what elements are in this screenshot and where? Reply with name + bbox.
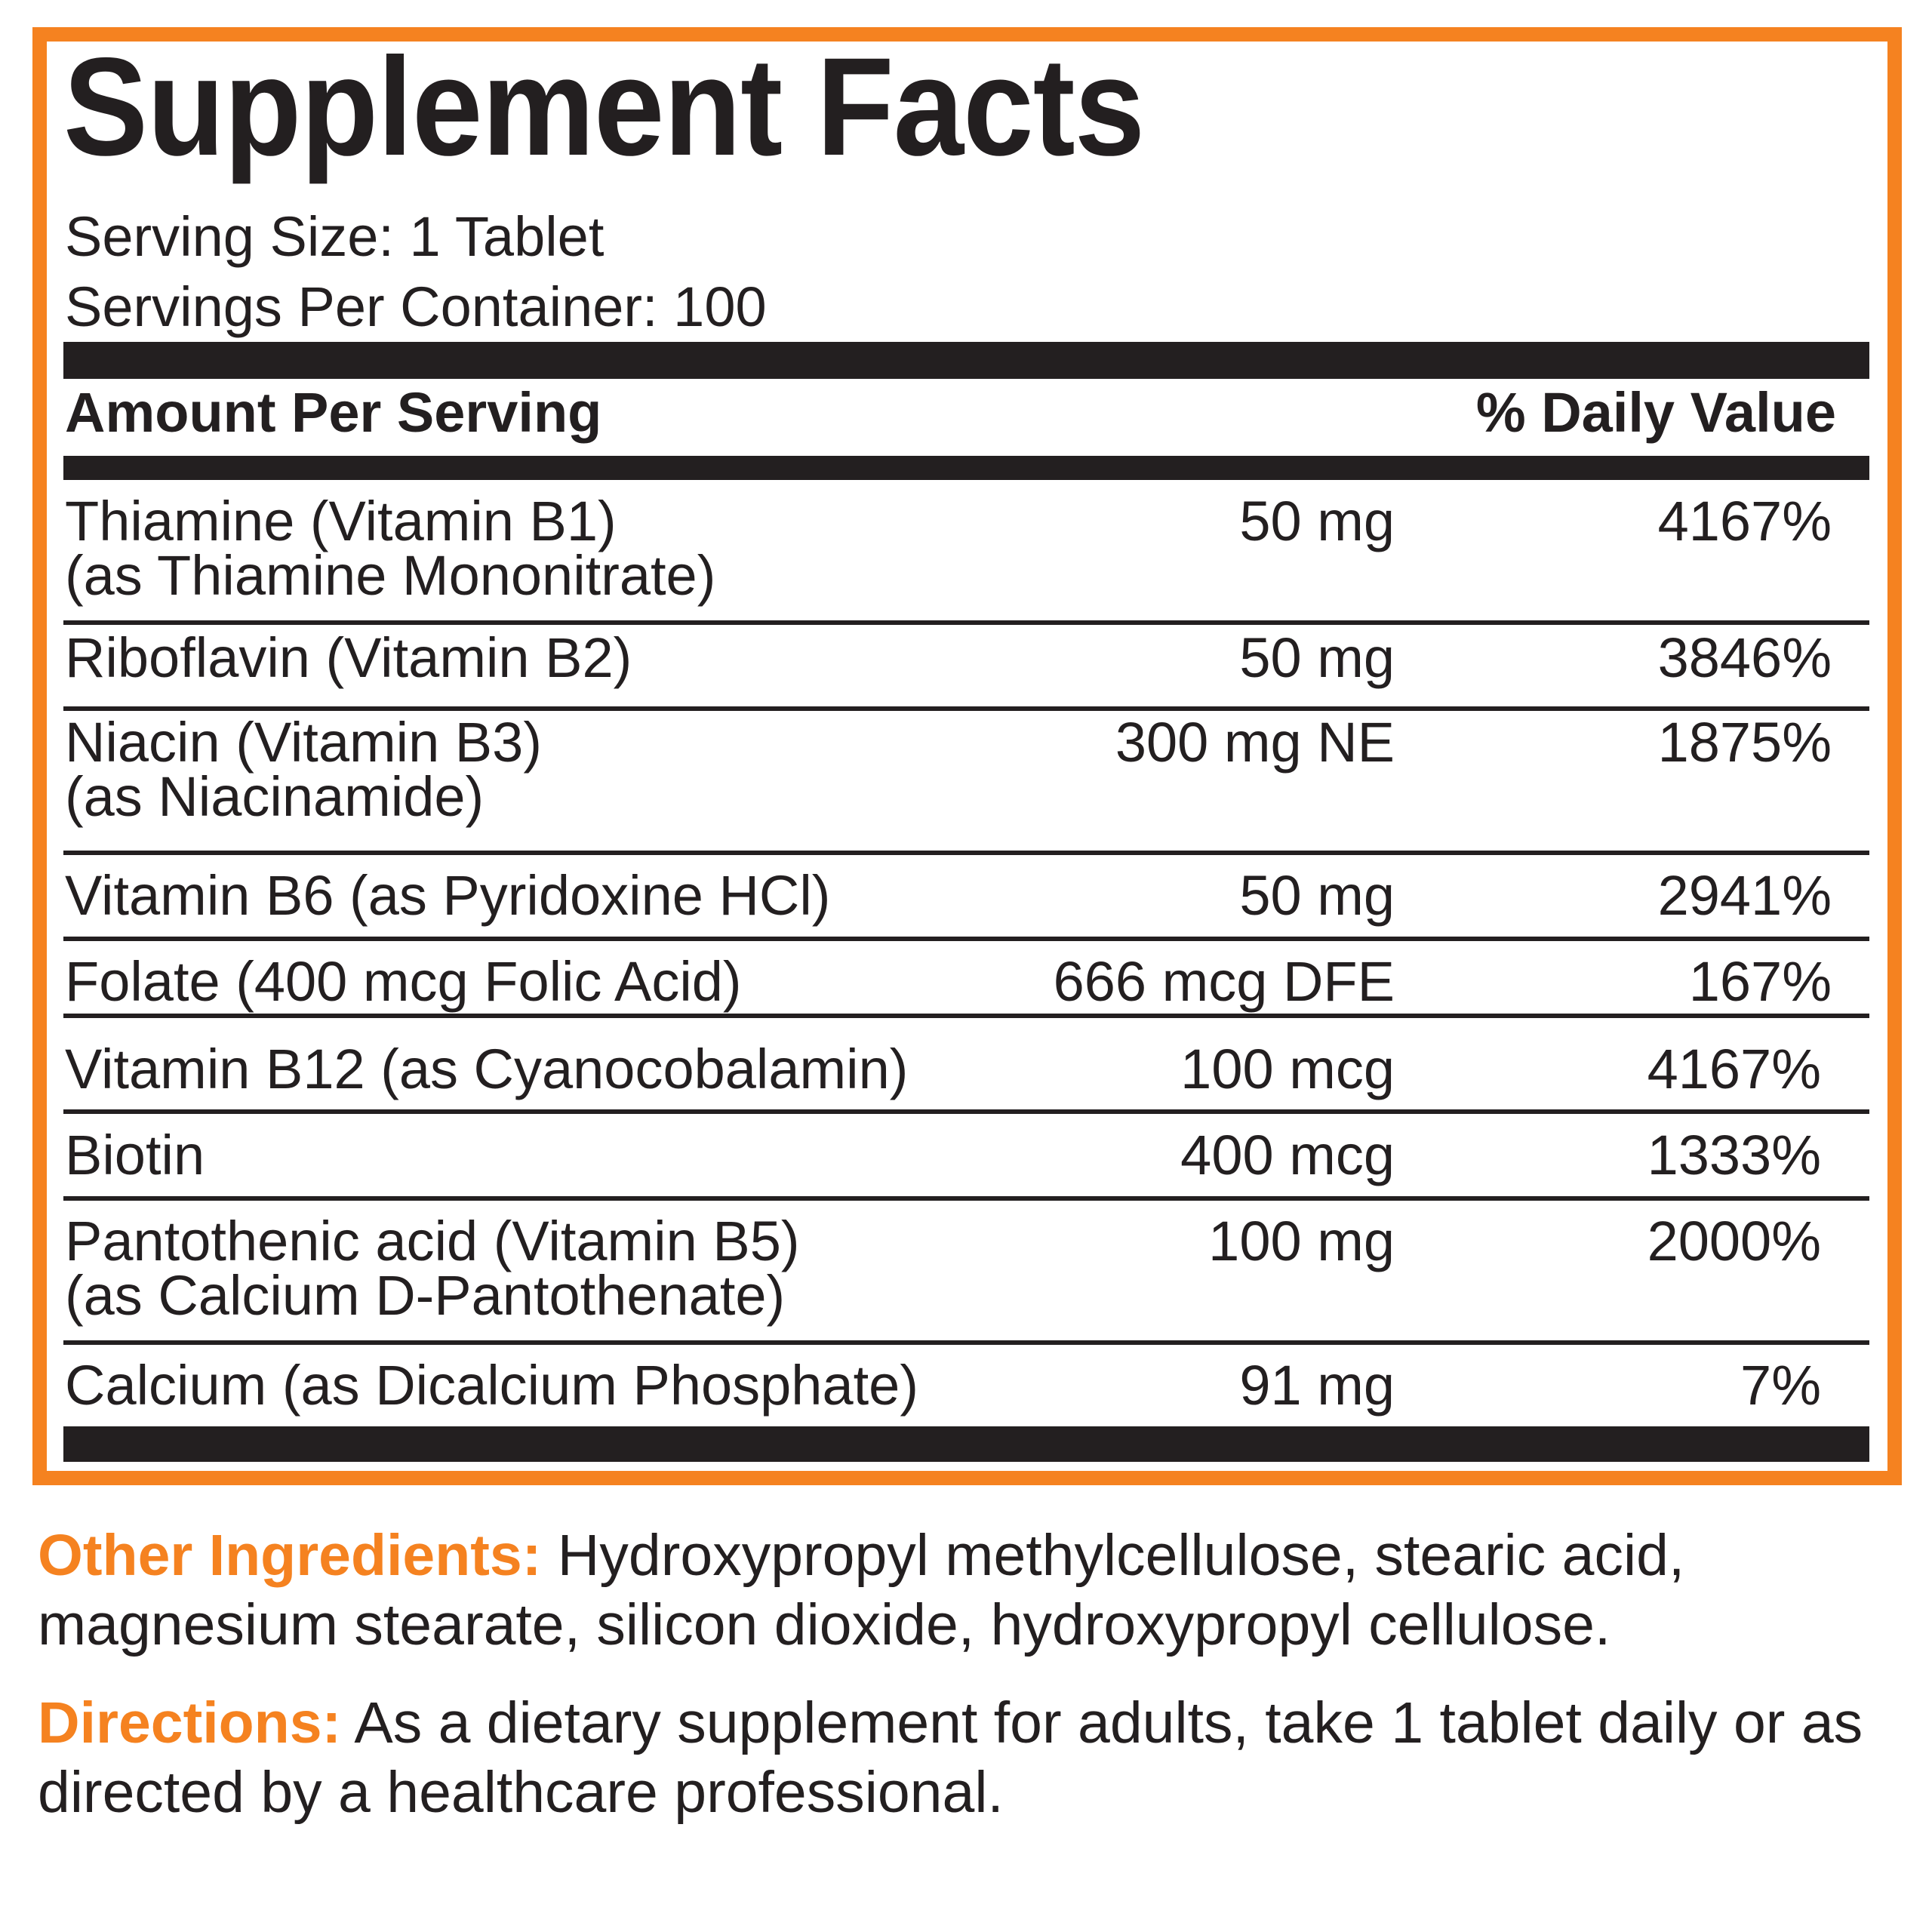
nutrient-amount: 100 mg xyxy=(1208,1210,1395,1272)
nutrient-daily-value: 1333% xyxy=(1647,1124,1821,1186)
servings-per-container: Servings Per Container: 100 xyxy=(65,275,767,338)
directions-line-1: Directions: As a dietary supplement for … xyxy=(38,1688,1863,1758)
supplement-facts-border xyxy=(32,27,1902,1485)
nutrient-amount: 100 mcg xyxy=(1180,1038,1395,1100)
nutrient-amount: 50 mg xyxy=(1239,626,1395,689)
nutrient-amount: 666 mcg DFE xyxy=(1053,950,1395,1013)
row-divider xyxy=(63,1196,1869,1201)
nutrient-name-line: Folate (400 mcg Folic Acid) xyxy=(65,950,742,1013)
nutrient-daily-value: 7% xyxy=(1740,1354,1821,1417)
nutrient-name-line: Vitamin B12 (as Cyanocobalamin) xyxy=(65,1038,909,1100)
row-divider xyxy=(63,1014,1869,1018)
nutrient-name: Calcium (as Dicalcium Phosphate) xyxy=(65,1354,918,1417)
amount-per-serving-header: Amount Per Serving xyxy=(65,381,602,444)
nutrient-name: Niacin (Vitamin B3) (as Niacinamide) xyxy=(65,711,542,828)
page-title: Supplement Facts xyxy=(63,29,1145,185)
nutrient-daily-value: 1875% xyxy=(1657,711,1832,774)
nutrient-name: Pantothenic acid (Vitamin B5) (as Calciu… xyxy=(65,1210,800,1327)
row-divider xyxy=(63,620,1869,625)
nutrient-source-line: (as Thiamine Mononitrate) xyxy=(65,544,716,607)
nutrient-daily-value: 4167% xyxy=(1657,490,1832,552)
nutrient-amount: 50 mg xyxy=(1239,864,1395,927)
directions-text: As a dietary supplement for adults, take… xyxy=(341,1690,1863,1755)
nutrient-name: Biotin xyxy=(65,1128,205,1183)
nutrient-daily-value: 2941% xyxy=(1657,864,1832,927)
other-ingredients: Other Ingredients: Hydroxypropyl methylc… xyxy=(38,1521,1684,1660)
nutrient-daily-value: 2000% xyxy=(1647,1210,1821,1272)
other-ingredients-label: Other Ingredients: xyxy=(38,1523,542,1588)
row-divider xyxy=(63,1109,1869,1114)
nutrient-source-line: (as Niacinamide) xyxy=(65,765,485,828)
nutrient-source-line: (as Calcium D-Pantothenate) xyxy=(65,1264,786,1327)
row-divider xyxy=(63,1340,1869,1345)
nutrient-name-line: Thiamine (Vitamin B1) xyxy=(65,490,617,552)
nutrient-name-line: Riboflavin (Vitamin B2) xyxy=(65,626,632,689)
nutrient-name: Vitamin B12 (as Cyanocobalamin) xyxy=(65,1038,909,1100)
other-ingredients-text: Hydroxypropyl methylcellulose, stearic a… xyxy=(541,1523,1685,1588)
directions: Directions: As a dietary supplement for … xyxy=(38,1688,1863,1827)
nutrient-daily-value: 3846% xyxy=(1657,626,1832,689)
daily-value-header: % Daily Value xyxy=(1475,381,1836,444)
nutrient-name: Riboflavin (Vitamin B2) xyxy=(65,626,632,689)
nutrient-name-line: Niacin (Vitamin B3) xyxy=(65,711,542,774)
other-ingredients-line-1: Other Ingredients: Hydroxypropyl methylc… xyxy=(38,1521,1684,1590)
nutrient-name-line: Calcium (as Dicalcium Phosphate) xyxy=(65,1354,918,1417)
thick-divider-bottom xyxy=(63,1426,1869,1462)
nutrient-amount: 300 mg NE xyxy=(1115,711,1395,774)
nutrient-daily-value: 167% xyxy=(1688,950,1832,1013)
thick-divider-header xyxy=(63,456,1869,480)
nutrient-amount: 400 mcg xyxy=(1180,1124,1395,1186)
nutrient-name-line: Vitamin B6 (as Pyridoxine HCl) xyxy=(65,864,831,927)
serving-size: Serving Size: 1 Tablet xyxy=(65,205,605,268)
nutrient-daily-value: 4167% xyxy=(1647,1038,1821,1100)
nutrient-name-line: Biotin xyxy=(65,1124,205,1186)
nutrient-amount: 91 mg xyxy=(1239,1354,1395,1417)
other-ingredients-line-2: magnesium stearate, silicon dioxide, hyd… xyxy=(38,1592,1611,1657)
nutrient-name: Folate (400 mcg Folic Acid) xyxy=(65,950,742,1013)
row-divider xyxy=(63,706,1869,711)
nutrient-amount: 50 mg xyxy=(1239,490,1395,552)
directions-label: Directions: xyxy=(38,1690,342,1755)
nutrient-name-line: Pantothenic acid (Vitamin B5) xyxy=(65,1210,800,1272)
directions-line-2: directed by a healthcare professional. xyxy=(38,1760,1004,1825)
nutrient-name: Vitamin B6 (as Pyridoxine HCl) xyxy=(65,864,831,927)
row-divider xyxy=(63,851,1869,855)
row-divider xyxy=(63,937,1869,941)
thick-divider-top xyxy=(63,342,1869,379)
nutrient-name: Thiamine (Vitamin B1) (as Thiamine Monon… xyxy=(65,490,716,607)
